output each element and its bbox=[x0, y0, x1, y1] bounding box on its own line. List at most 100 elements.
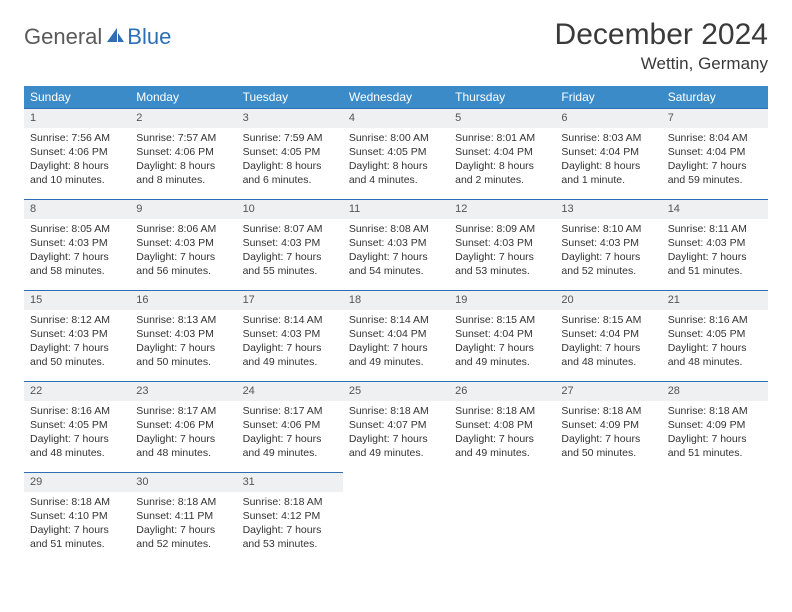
day-number: 20 bbox=[561, 294, 573, 306]
daylight-line: Daylight: 7 hours and 51 minutes. bbox=[30, 523, 124, 551]
day-data-cell: Sunrise: 8:13 AMSunset: 4:03 PMDaylight:… bbox=[130, 310, 236, 376]
day-number: 25 bbox=[349, 385, 361, 397]
day-data-cell: Sunrise: 8:15 AMSunset: 4:04 PMDaylight:… bbox=[449, 310, 555, 376]
daylight-line: Daylight: 7 hours and 48 minutes. bbox=[561, 341, 655, 369]
sunrise-line: Sunrise: 8:17 AM bbox=[243, 404, 337, 418]
day-number-cell: 31 bbox=[237, 473, 343, 492]
sunrise-line: Sunrise: 7:56 AM bbox=[30, 131, 124, 145]
day-data-cell: Sunrise: 8:18 AMSunset: 4:12 PMDaylight:… bbox=[237, 492, 343, 558]
month-title: December 2024 bbox=[555, 18, 768, 52]
daylight-line: Daylight: 7 hours and 53 minutes. bbox=[455, 250, 549, 278]
sunrise-line: Sunrise: 8:11 AM bbox=[668, 222, 762, 236]
day-number: 28 bbox=[668, 385, 680, 397]
sunset-line: Sunset: 4:03 PM bbox=[136, 236, 230, 250]
day-number-cell: 4 bbox=[343, 109, 449, 128]
day-content: Sunrise: 8:04 AMSunset: 4:04 PMDaylight:… bbox=[668, 131, 762, 188]
sunrise-line: Sunrise: 7:57 AM bbox=[136, 131, 230, 145]
sunset-line: Sunset: 4:06 PM bbox=[30, 145, 124, 159]
sunset-line: Sunset: 4:04 PM bbox=[455, 327, 549, 341]
sunrise-line: Sunrise: 8:00 AM bbox=[349, 131, 443, 145]
day-data-cell: Sunrise: 8:18 AMSunset: 4:07 PMDaylight:… bbox=[343, 401, 449, 467]
sunrise-line: Sunrise: 8:18 AM bbox=[136, 495, 230, 509]
day-data-cell: Sunrise: 8:17 AMSunset: 4:06 PMDaylight:… bbox=[130, 401, 236, 467]
day-number: 19 bbox=[455, 294, 467, 306]
day-content: Sunrise: 8:07 AMSunset: 4:03 PMDaylight:… bbox=[243, 222, 337, 279]
data-row: Sunrise: 8:12 AMSunset: 4:03 PMDaylight:… bbox=[24, 310, 768, 376]
day-content: Sunrise: 8:12 AMSunset: 4:03 PMDaylight:… bbox=[30, 313, 124, 370]
sunset-line: Sunset: 4:04 PM bbox=[455, 145, 549, 159]
day-number: 4 bbox=[349, 112, 355, 124]
weekday-header: Tuesday bbox=[237, 86, 343, 109]
calendar-body: 1234567Sunrise: 7:56 AMSunset: 4:06 PMDa… bbox=[24, 109, 768, 558]
sunset-line: Sunset: 4:06 PM bbox=[243, 418, 337, 432]
sunset-line: Sunset: 4:03 PM bbox=[30, 236, 124, 250]
day-number: 10 bbox=[243, 203, 255, 215]
daylight-line: Daylight: 7 hours and 56 minutes. bbox=[136, 250, 230, 278]
day-data-cell: Sunrise: 8:04 AMSunset: 4:04 PMDaylight:… bbox=[662, 128, 768, 194]
day-number: 9 bbox=[136, 203, 142, 215]
day-number-cell: 10 bbox=[237, 200, 343, 219]
day-content: Sunrise: 8:05 AMSunset: 4:03 PMDaylight:… bbox=[30, 222, 124, 279]
day-content: Sunrise: 8:16 AMSunset: 4:05 PMDaylight:… bbox=[668, 313, 762, 370]
daylight-line: Daylight: 7 hours and 48 minutes. bbox=[668, 341, 762, 369]
day-number-cell: 11 bbox=[343, 200, 449, 219]
sunset-line: Sunset: 4:06 PM bbox=[136, 145, 230, 159]
daylight-line: Daylight: 8 hours and 8 minutes. bbox=[136, 159, 230, 187]
day-number-cell bbox=[449, 473, 555, 492]
day-number: 16 bbox=[136, 294, 148, 306]
daylight-line: Daylight: 8 hours and 4 minutes. bbox=[349, 159, 443, 187]
day-content: Sunrise: 8:16 AMSunset: 4:05 PMDaylight:… bbox=[30, 404, 124, 461]
day-number: 30 bbox=[136, 476, 148, 488]
daynum-row: 1234567 bbox=[24, 109, 768, 128]
day-content: Sunrise: 8:17 AMSunset: 4:06 PMDaylight:… bbox=[243, 404, 337, 461]
day-content: Sunrise: 7:57 AMSunset: 4:06 PMDaylight:… bbox=[136, 131, 230, 188]
daylight-line: Daylight: 7 hours and 54 minutes. bbox=[349, 250, 443, 278]
day-number-cell: 6 bbox=[555, 109, 661, 128]
day-content: Sunrise: 8:18 AMSunset: 4:09 PMDaylight:… bbox=[668, 404, 762, 461]
day-number: 7 bbox=[668, 112, 674, 124]
daylight-line: Daylight: 7 hours and 49 minutes. bbox=[243, 341, 337, 369]
sunset-line: Sunset: 4:08 PM bbox=[455, 418, 549, 432]
sunrise-line: Sunrise: 8:18 AM bbox=[30, 495, 124, 509]
day-content: Sunrise: 8:03 AMSunset: 4:04 PMDaylight:… bbox=[561, 131, 655, 188]
sunrise-line: Sunrise: 8:15 AM bbox=[455, 313, 549, 327]
daylight-line: Daylight: 7 hours and 52 minutes. bbox=[561, 250, 655, 278]
location: Wettin, Germany bbox=[555, 54, 768, 74]
sunset-line: Sunset: 4:03 PM bbox=[243, 236, 337, 250]
day-number: 18 bbox=[349, 294, 361, 306]
sunrise-line: Sunrise: 8:18 AM bbox=[668, 404, 762, 418]
sunrise-line: Sunrise: 8:12 AM bbox=[30, 313, 124, 327]
day-content: Sunrise: 8:13 AMSunset: 4:03 PMDaylight:… bbox=[136, 313, 230, 370]
day-number: 13 bbox=[561, 203, 573, 215]
day-data-cell: Sunrise: 8:16 AMSunset: 4:05 PMDaylight:… bbox=[24, 401, 130, 467]
day-number: 6 bbox=[561, 112, 567, 124]
day-number-cell: 13 bbox=[555, 200, 661, 219]
day-content: Sunrise: 8:17 AMSunset: 4:06 PMDaylight:… bbox=[136, 404, 230, 461]
day-number-cell: 12 bbox=[449, 200, 555, 219]
daylight-line: Daylight: 7 hours and 50 minutes. bbox=[136, 341, 230, 369]
daylight-line: Daylight: 7 hours and 50 minutes. bbox=[561, 432, 655, 460]
sunrise-line: Sunrise: 8:06 AM bbox=[136, 222, 230, 236]
day-number: 17 bbox=[243, 294, 255, 306]
day-number: 14 bbox=[668, 203, 680, 215]
day-content: Sunrise: 8:14 AMSunset: 4:04 PMDaylight:… bbox=[349, 313, 443, 370]
day-data-cell: Sunrise: 8:15 AMSunset: 4:04 PMDaylight:… bbox=[555, 310, 661, 376]
day-content: Sunrise: 8:14 AMSunset: 4:03 PMDaylight:… bbox=[243, 313, 337, 370]
sunrise-line: Sunrise: 8:13 AM bbox=[136, 313, 230, 327]
sunrise-line: Sunrise: 8:10 AM bbox=[561, 222, 655, 236]
sunset-line: Sunset: 4:03 PM bbox=[561, 236, 655, 250]
day-number-cell: 23 bbox=[130, 382, 236, 401]
day-data-cell: Sunrise: 7:57 AMSunset: 4:06 PMDaylight:… bbox=[130, 128, 236, 194]
daynum-row: 22232425262728 bbox=[24, 382, 768, 401]
day-number-cell bbox=[343, 473, 449, 492]
day-content: Sunrise: 8:18 AMSunset: 4:09 PMDaylight:… bbox=[561, 404, 655, 461]
day-content: Sunrise: 8:18 AMSunset: 4:11 PMDaylight:… bbox=[136, 495, 230, 552]
sunset-line: Sunset: 4:03 PM bbox=[349, 236, 443, 250]
day-number: 21 bbox=[668, 294, 680, 306]
day-number-cell: 9 bbox=[130, 200, 236, 219]
day-number: 15 bbox=[30, 294, 42, 306]
day-number: 2 bbox=[136, 112, 142, 124]
daylight-line: Daylight: 7 hours and 51 minutes. bbox=[668, 250, 762, 278]
sunrise-line: Sunrise: 8:09 AM bbox=[455, 222, 549, 236]
day-number-cell: 24 bbox=[237, 382, 343, 401]
